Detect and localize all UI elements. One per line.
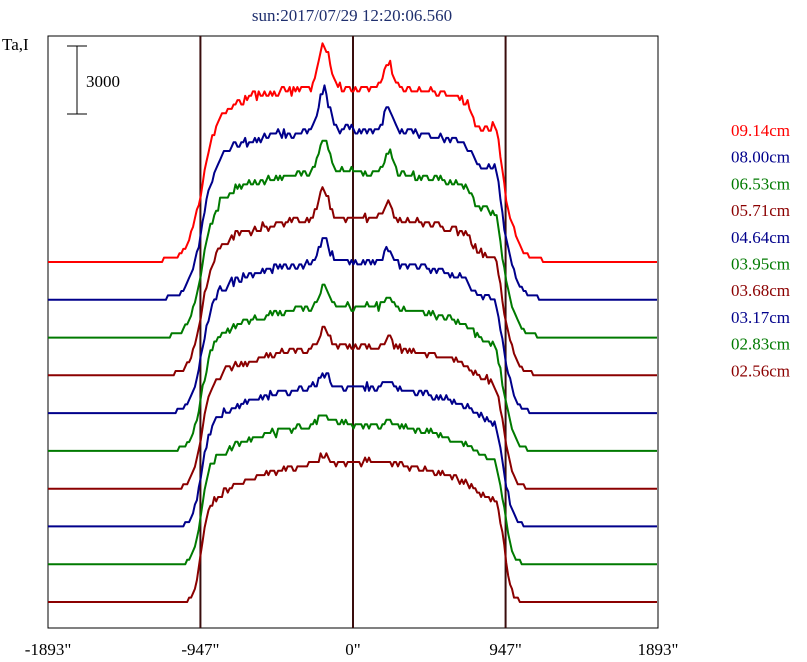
legend-entry-06.53cm: 06.53cm [731, 174, 790, 193]
vertical-reference-lines [199, 36, 507, 628]
series-line-05.71cm [48, 186, 657, 377]
series-line-02.83cm [48, 414, 657, 566]
scale-bar-label: 3000 [86, 72, 120, 91]
legend: 09.14cm 08.00cm 06.53cm 05.71cm 04.64cm 03.95… [731, 121, 790, 380]
series-line-09.14cm [48, 42, 657, 263]
series-line-04.64cm [48, 237, 657, 415]
series-line-03.68cm [48, 325, 657, 490]
legend-entry-08.00cm: 08.00cm [731, 148, 790, 167]
legend-entry-03.17cm: 03.17cm [731, 308, 790, 327]
x-tick-label-0: -1893" [25, 640, 72, 659]
y-axis-label: Ta,I [2, 35, 29, 54]
series-line-03.95cm [48, 283, 657, 452]
series-line-03.17cm [48, 372, 657, 528]
series-line-08.00cm [48, 84, 657, 301]
scale-bar: 3000 [67, 45, 120, 115]
chart-title: sun:2017/07/29 12:20:06.560 [252, 6, 452, 25]
legend-entry-09.14cm: 09.14cm [731, 121, 790, 140]
series-line-02.56cm [48, 452, 657, 603]
legend-entry-03.68cm: 03.68cm [731, 281, 790, 300]
legend-entry-02.83cm: 02.83cm [731, 335, 790, 354]
x-tick-label-1: -947" [181, 640, 219, 659]
x-tick-label-3: 947" [489, 640, 521, 659]
legend-entry-02.56cm: 02.56cm [731, 361, 790, 380]
series-lines [48, 42, 657, 603]
x-tick-label-4: 1893" [638, 640, 679, 659]
series-line-06.53cm [48, 139, 657, 339]
legend-entry-04.64cm: 04.64cm [731, 228, 790, 247]
x-tick-labels: -1893" -947" 0" 947" 1893" [25, 640, 679, 659]
legend-entry-05.71cm: 05.71cm [731, 201, 790, 220]
x-tick-label-2: 0" [345, 640, 360, 659]
legend-entry-03.95cm: 03.95cm [731, 255, 790, 274]
